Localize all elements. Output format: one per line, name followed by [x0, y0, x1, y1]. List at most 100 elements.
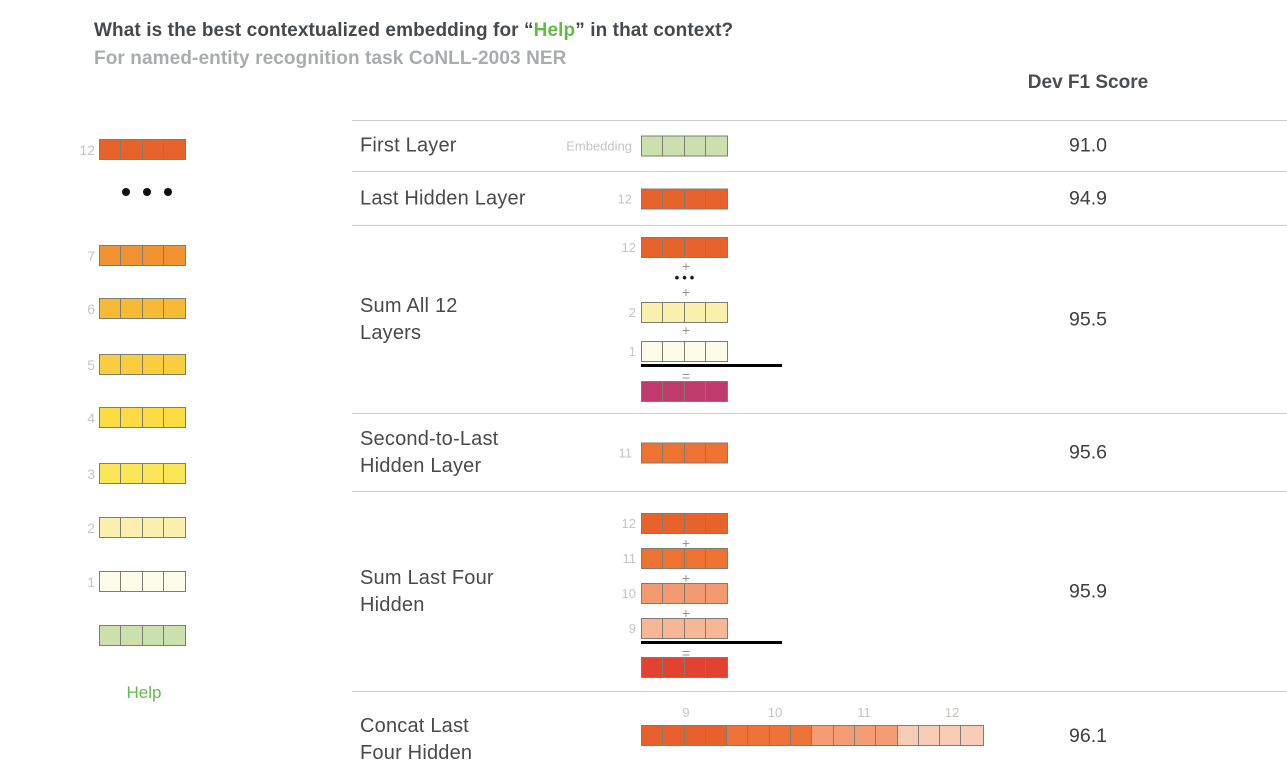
vector-label: 12 — [621, 240, 636, 255]
strategy-name: Second-to-Last Hidden Layer — [360, 427, 499, 477]
layer-number: 7 — [87, 247, 95, 264]
results-table: First Layer Embedding 91.0 Last Hidden L… — [352, 120, 1287, 776]
layer-vector-12 — [641, 513, 729, 534]
table-row-sum-all-12: Sum All 12 Layers 12 + ••• + 2 + 1 = — [352, 225, 1287, 413]
vector-label: 11 — [618, 445, 633, 460]
layer-vector-1 — [641, 341, 729, 362]
layer-row-3: 3 — [65, 463, 187, 484]
plus-operator: + — [681, 322, 691, 338]
layer-row-7: 7 — [65, 245, 187, 266]
stack-row-9: 9 — [610, 618, 729, 639]
sum-line — [641, 364, 782, 367]
stack-row-11: 11 — [610, 548, 729, 569]
layer-vector-7 — [99, 245, 187, 266]
title-prefix: What is the best contextualized embeddin… — [94, 20, 534, 41]
ellipsis-icon: ••• — [674, 270, 698, 285]
layer-vector-12 — [99, 139, 187, 160]
stack-row-12: 12 — [610, 513, 729, 534]
table-row-second-to-last: Second-to-Last Hidden Layer 11 95.6 — [352, 413, 1287, 491]
table-row-sum-last-four: Sum Last Four Hidden 12 + 11 + 10 + 9 = — [352, 491, 1287, 691]
layer-row-6: 6 — [65, 298, 187, 319]
layer-row-12: 12 — [65, 139, 187, 160]
dev-f1-score: 94.9 — [1069, 187, 1107, 209]
layer-vector-12 — [641, 188, 729, 209]
layer-row-4: 4 — [65, 407, 187, 428]
ellipsis-icon — [122, 188, 172, 196]
layer-vector-2 — [99, 517, 187, 538]
vector-label: 9 — [628, 621, 636, 636]
concat-group-label: 12 — [944, 705, 960, 720]
plus-operator: + — [681, 535, 691, 551]
title-highlight-word: Help — [533, 20, 576, 41]
stack-row-result — [610, 381, 729, 402]
vector-label: 2 — [628, 305, 636, 320]
page-title: What is the best contextualized embeddin… — [94, 20, 733, 42]
equals-operator: = — [681, 645, 691, 661]
vector-label: 11 — [622, 551, 637, 566]
sum-result-vector — [641, 381, 729, 402]
layer-vector-1 — [99, 571, 187, 592]
layer-number: 1 — [87, 573, 95, 590]
layer-vector-5 — [99, 354, 187, 375]
layer-number: 6 — [87, 300, 95, 317]
strategy-vector: 12 — [548, 188, 729, 209]
table-row-concat-last-four: Concat Last Four Hidden 9 10 11 12 96.1 — [352, 691, 1287, 776]
layer-number: 3 — [87, 465, 95, 482]
strategy-name: First Layer — [360, 134, 457, 157]
stack-row-result — [610, 657, 729, 678]
score-column-header: Dev F1 Score — [1027, 72, 1149, 93]
vector-label: 12 — [621, 516, 636, 531]
token-label: Help — [126, 683, 162, 702]
layer-vector-10 — [641, 583, 729, 604]
layer-vector-11 — [641, 548, 729, 569]
concat-group-label: 11 — [857, 705, 871, 720]
title-suffix: ” in that context? — [575, 20, 734, 41]
layer-vector-11 — [641, 442, 729, 463]
dev-f1-score: 96.1 — [1069, 725, 1107, 747]
strategy-vector: Embedding — [548, 135, 729, 157]
table-row-last-hidden: Last Hidden Layer 12 94.9 — [352, 171, 1287, 225]
stack-row-10: 10 — [610, 583, 729, 604]
plus-operator: + — [681, 258, 691, 274]
layer-row-2: 2 — [65, 517, 187, 538]
layer-vector-12 — [641, 237, 729, 258]
plus-operator: + — [681, 284, 691, 300]
stack-row-12: 12 — [610, 237, 729, 258]
plus-operator: + — [681, 605, 691, 621]
dev-f1-score: 95.6 — [1069, 441, 1107, 463]
table-row-first-layer: First Layer Embedding 91.0 — [352, 120, 1287, 171]
subtitle: For named-entity recognition task CoNLL-… — [94, 48, 567, 69]
strategy-name: Concat Last Four Hidden — [360, 715, 473, 764]
layer-number: 4 — [87, 409, 95, 426]
stack-row-1: 1 — [610, 341, 729, 362]
strategy-name: Last Hidden Layer — [360, 187, 526, 209]
strategy-name: Sum All 12 Layers — [360, 294, 458, 344]
vector-label: 10 — [621, 586, 636, 601]
embedding-row — [65, 625, 187, 646]
layer-number: 5 — [87, 356, 95, 373]
vector-label: 12 — [617, 191, 632, 206]
layer-vector-2 — [641, 302, 729, 323]
dev-f1-score: 91.0 — [1069, 134, 1107, 157]
sum-result-vector — [641, 657, 729, 678]
layer-vector-9 — [641, 618, 729, 639]
concat-group-label: 10 — [767, 705, 783, 720]
vector-label: Embedding — [566, 138, 632, 154]
strategy-name: Sum Last Four Hidden — [360, 566, 494, 616]
embedding-vector — [641, 135, 729, 157]
plus-operator: + — [681, 570, 691, 586]
embedding-vector — [99, 625, 187, 646]
dev-f1-score: 95.5 — [1069, 308, 1107, 330]
layer-number: 12 — [79, 141, 95, 158]
stack-row-2: 2 — [610, 302, 729, 323]
layer-row-1: 1 — [65, 571, 187, 592]
strategy-vector: 11 — [548, 442, 729, 463]
dev-f1-score: 95.9 — [1069, 580, 1107, 602]
equals-operator: = — [681, 368, 691, 384]
sum-line — [641, 641, 782, 644]
layer-vector-6 — [99, 298, 187, 319]
layer-number: 2 — [87, 519, 95, 536]
layer-vector-4 — [99, 407, 187, 428]
concat-result-vector — [641, 725, 984, 746]
